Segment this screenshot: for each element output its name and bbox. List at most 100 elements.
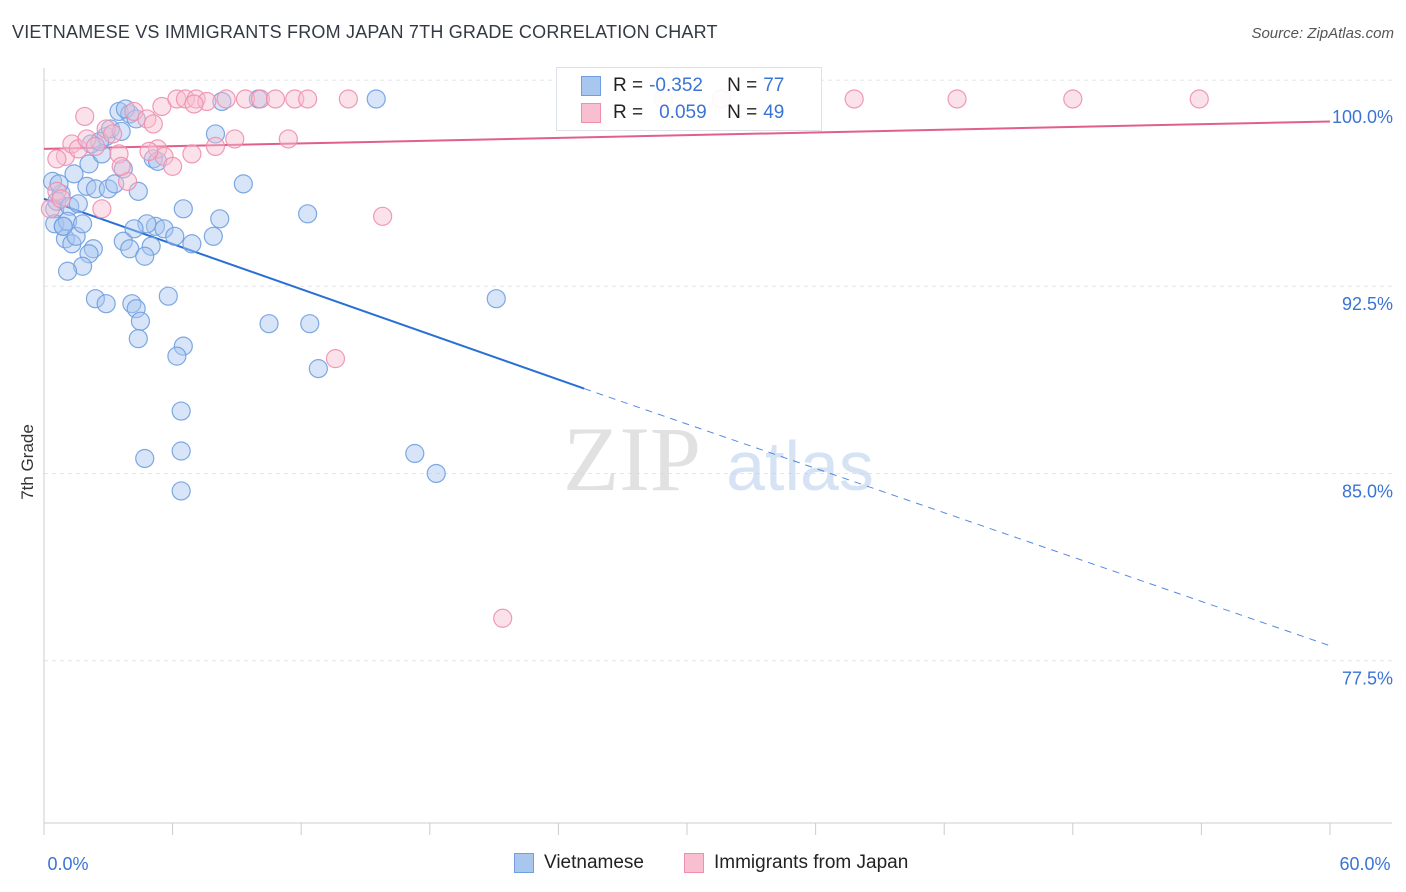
y-tick-labels: 77.5% 85.0% 92.5% 100.0% bbox=[1332, 107, 1393, 689]
data-point bbox=[265, 89, 286, 109]
source-label: Source: ZipAtlas.com bbox=[1251, 25, 1394, 42]
legend-label: Immigrants from Japan bbox=[714, 852, 909, 873]
n-value: 77 bbox=[763, 75, 785, 96]
data-point bbox=[130, 311, 151, 331]
data-point bbox=[947, 89, 967, 109]
y-tick-label: 92.5% bbox=[1342, 294, 1393, 314]
data-point bbox=[171, 441, 191, 461]
data-point bbox=[66, 226, 86, 246]
r-value: -0.352 bbox=[649, 75, 703, 96]
n-value: 49 bbox=[763, 102, 785, 123]
r-value: 0.059 bbox=[659, 102, 707, 123]
data-point bbox=[96, 294, 116, 314]
data-point bbox=[1063, 89, 1083, 109]
watermark-atlas: atlas bbox=[726, 427, 874, 505]
data-point bbox=[62, 134, 82, 154]
data-point bbox=[205, 136, 226, 157]
stats-row-vietnamese: R = -0.352 N = 77 bbox=[581, 73, 784, 99]
data-point bbox=[182, 234, 202, 254]
data-point bbox=[171, 401, 191, 421]
chart-title: VIETNAMESE VS IMMIGRANTS FROM JAPAN 7TH … bbox=[12, 22, 718, 42]
data-point bbox=[167, 346, 187, 366]
data-point bbox=[137, 214, 157, 234]
grid-lines bbox=[44, 79, 1392, 662]
data-point bbox=[72, 256, 93, 276]
data-point bbox=[72, 214, 93, 234]
data-point bbox=[137, 109, 157, 129]
y-tick-label: 85.0% bbox=[1342, 481, 1393, 501]
data-point bbox=[53, 216, 73, 236]
data-point bbox=[163, 156, 183, 176]
data-point bbox=[98, 179, 118, 199]
watermark-zip: ZIP bbox=[563, 408, 701, 510]
data-point bbox=[250, 89, 271, 109]
data-point bbox=[139, 141, 159, 162]
data-point bbox=[225, 129, 245, 149]
data-point bbox=[143, 114, 163, 134]
data-point bbox=[308, 359, 328, 379]
data-point bbox=[278, 129, 298, 149]
data-point bbox=[113, 231, 133, 251]
trend-line bbox=[43, 197, 585, 390]
trend-lines bbox=[43, 120, 1331, 647]
series-legend: Vietnamese Immigrants from Japan bbox=[0, 852, 1406, 878]
x-tick-labels: 0.0% 60.0% bbox=[47, 854, 1390, 874]
data-point bbox=[426, 463, 446, 484]
data-point bbox=[844, 89, 864, 109]
data-point bbox=[158, 286, 178, 306]
n-label: N = bbox=[727, 75, 758, 96]
data-point bbox=[75, 106, 95, 127]
r-label: R = bbox=[613, 102, 644, 123]
data-point bbox=[182, 144, 202, 164]
data-point bbox=[109, 144, 129, 164]
data-point bbox=[85, 136, 106, 157]
data-point bbox=[300, 314, 320, 334]
data-point bbox=[203, 226, 223, 246]
legend-item-japan[interactable]: Immigrants from Japan bbox=[684, 852, 908, 874]
data-point bbox=[338, 89, 358, 109]
japan-swatch bbox=[684, 853, 704, 873]
data-point bbox=[128, 181, 148, 201]
r-label: R = bbox=[613, 75, 644, 96]
n-label: N = bbox=[727, 102, 758, 123]
x-tick-label: 60.0% bbox=[1339, 854, 1390, 874]
stats-legend: R = -0.352 N = 77 R = 0.059 N = 49 bbox=[556, 67, 822, 131]
data-point bbox=[298, 204, 318, 224]
data-point bbox=[111, 156, 131, 176]
data-point bbox=[124, 219, 144, 239]
data-point bbox=[135, 448, 155, 469]
y-tick-label: 100.0% bbox=[1332, 107, 1393, 127]
data-point bbox=[49, 174, 69, 194]
vietnamese-swatch bbox=[514, 853, 534, 873]
data-point bbox=[92, 199, 112, 219]
data-point bbox=[40, 199, 61, 219]
data-point bbox=[210, 209, 230, 229]
data-point bbox=[235, 89, 256, 109]
x-tick-label: 0.0% bbox=[47, 854, 88, 874]
data-point bbox=[184, 94, 204, 114]
stats-row-japan: R = 0.059 N = 49 bbox=[581, 100, 784, 126]
data-point bbox=[173, 199, 193, 219]
data-point bbox=[113, 159, 133, 179]
data-point bbox=[102, 124, 123, 144]
data-point bbox=[126, 299, 146, 319]
data-point bbox=[486, 289, 506, 309]
data-point bbox=[47, 149, 67, 169]
data-point bbox=[141, 236, 161, 256]
axes bbox=[43, 68, 1392, 835]
data-point bbox=[68, 194, 88, 214]
data-point bbox=[298, 89, 318, 109]
data-point bbox=[51, 189, 71, 209]
data-point bbox=[325, 349, 346, 369]
data-point bbox=[135, 246, 155, 266]
data-point bbox=[64, 164, 84, 184]
data-point bbox=[493, 608, 513, 628]
data-point bbox=[373, 206, 393, 226]
data-point bbox=[79, 244, 99, 264]
legend-label: Vietnamese bbox=[544, 852, 644, 873]
legend-item-vietnamese[interactable]: Vietnamese bbox=[514, 852, 644, 874]
data-point bbox=[85, 289, 106, 309]
trend-line bbox=[43, 120, 1331, 150]
data-point bbox=[259, 314, 279, 334]
